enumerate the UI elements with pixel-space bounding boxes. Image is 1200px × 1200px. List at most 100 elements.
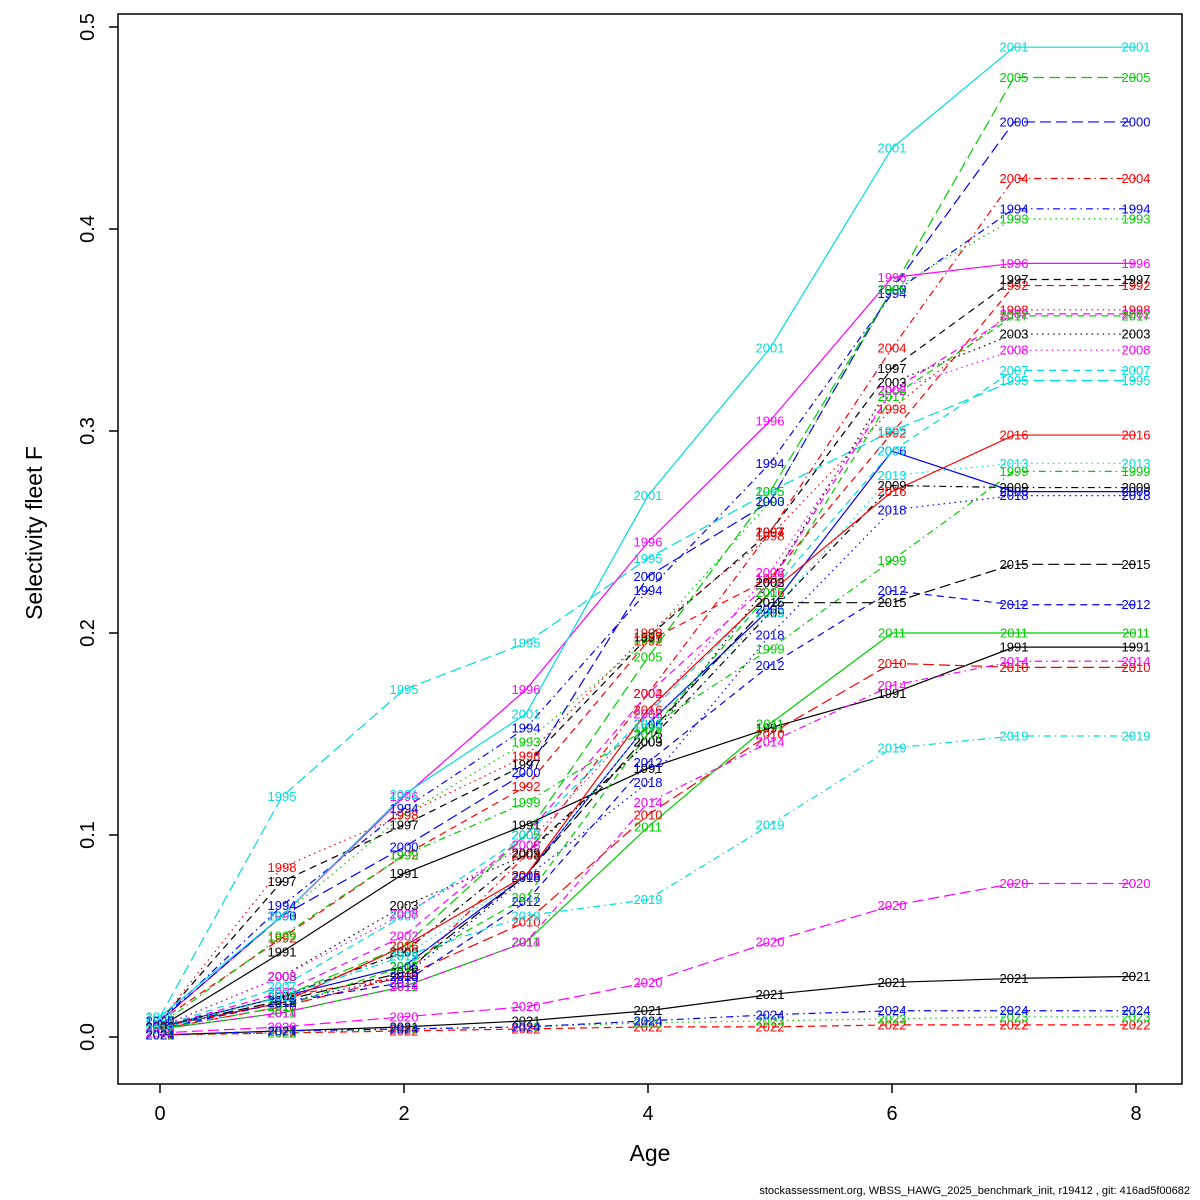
point-label-2022: 2022 [756, 1019, 785, 1034]
point-label-2019: 2019 [1122, 729, 1151, 744]
point-label-2018: 2018 [390, 969, 419, 984]
point-label-2017: 2017 [1122, 308, 1151, 323]
series-line-2002 [159, 313, 1136, 1028]
point-label-1991: 1991 [756, 720, 785, 735]
point-label-2011: 2011 [390, 979, 418, 994]
point-label-2022: 2022 [634, 1019, 663, 1034]
point-label-2011: 2011 [146, 1021, 174, 1036]
point-label-2016: 2016 [756, 585, 785, 600]
point-label-2021: 2021 [878, 975, 907, 990]
point-label-2019: 2019 [146, 1021, 175, 1036]
point-label-2003: 2003 [756, 575, 785, 590]
x-tick-label: 8 [1130, 1103, 1141, 1125]
point-label-2000: 2000 [1000, 114, 1029, 129]
point-label-1997: 1997 [512, 757, 541, 772]
point-label-2001: 2001 [1000, 40, 1029, 55]
point-label-2001: 2001 [634, 488, 663, 503]
point-label-1998: 1998 [756, 529, 785, 544]
point-label-2012: 2012 [1122, 597, 1151, 612]
point-label-2013: 2013 [878, 468, 907, 483]
point-label-2006: 2006 [1122, 484, 1151, 499]
point-label-2008: 2008 [1000, 343, 1029, 358]
point-label-2016: 2016 [268, 995, 297, 1010]
point-label-2010: 2010 [146, 1021, 175, 1036]
series-line-2001 [159, 46, 1136, 1018]
point-label-2003: 2003 [1000, 327, 1029, 342]
series-line-2003 [159, 333, 1136, 1028]
point-label-2001: 2001 [756, 341, 785, 356]
point-label-2013: 2013 [512, 868, 541, 883]
point-label-2008: 2008 [878, 383, 907, 398]
point-label-2004: 2004 [756, 525, 785, 540]
point-label-2017: 2017 [634, 727, 663, 742]
point-label-1992: 1992 [268, 931, 297, 946]
point-label-2003: 2003 [634, 735, 663, 750]
point-label-2011: 2011 [268, 1005, 296, 1020]
point-label-1991: 1991 [512, 817, 541, 832]
point-label-2012: 2012 [756, 658, 785, 673]
point-label-2019: 2019 [878, 741, 907, 756]
point-label-1997: 1997 [1000, 272, 1029, 287]
point-label-2004: 2004 [1122, 171, 1151, 186]
point-label-2002: 2002 [1000, 306, 1029, 321]
point-label-2006: 2006 [634, 716, 663, 731]
point-label-1994: 1994 [1122, 201, 1151, 216]
point-label-2024: 2024 [268, 1023, 297, 1038]
series-line-2024 [159, 1010, 1136, 1036]
point-label-2020: 2020 [512, 999, 541, 1014]
point-label-2022: 2022 [1122, 1017, 1151, 1032]
x-tick-label: 0 [154, 1103, 165, 1125]
point-label-2009: 2009 [756, 605, 785, 620]
point-label-2014: 2014 [1000, 654, 1029, 669]
point-label-2009: 2009 [268, 989, 297, 1004]
point-label-2020: 2020 [390, 1009, 419, 1024]
series-line-2020 [159, 882, 1136, 1034]
point-label-1998: 1998 [1000, 302, 1029, 317]
point-label-2007: 2007 [634, 706, 663, 721]
point-label-2007: 2007 [1000, 363, 1029, 378]
point-label-2011: 2011 [878, 626, 906, 641]
point-label-2004: 2004 [634, 686, 663, 701]
point-label-2003: 2003 [878, 375, 907, 390]
point-label-2018: 2018 [146, 1019, 175, 1034]
point-label-2000: 2000 [756, 494, 785, 509]
point-label-1991: 1991 [1000, 640, 1029, 655]
point-label-2005: 2005 [878, 282, 907, 297]
point-label-1993: 1993 [268, 908, 297, 923]
point-label-1993: 1993 [512, 735, 541, 750]
point-label-1999: 1999 [512, 795, 541, 810]
point-label-2006: 2006 [268, 989, 297, 1004]
series-line-2007 [159, 369, 1136, 1028]
point-label-2019: 2019 [390, 949, 419, 964]
point-label-2017: 2017 [1000, 308, 1029, 323]
point-label-2015: 2015 [878, 595, 907, 610]
point-label-1994: 1994 [756, 456, 785, 471]
point-label-2005: 2005 [756, 484, 785, 499]
point-label-2004: 2004 [146, 1019, 175, 1034]
y-tick-label: 0.3 [77, 417, 99, 445]
point-label-2014: 2014 [268, 1005, 297, 1020]
point-label-2006: 2006 [390, 959, 419, 974]
point-label-2022: 2022 [268, 1025, 297, 1040]
point-label-1992: 1992 [756, 571, 785, 586]
point-label-1998: 1998 [268, 860, 297, 875]
point-label-2017: 2017 [268, 999, 297, 1014]
point-label-1999: 1999 [878, 553, 907, 568]
point-label-2011: 2011 [634, 819, 662, 834]
point-label-1999: 1999 [756, 642, 785, 657]
point-label-1993: 1993 [390, 807, 419, 822]
point-label-2020: 2020 [878, 898, 907, 913]
series-line-2005 [159, 76, 1136, 1028]
x-axis-title: Age [629, 1140, 671, 1166]
point-label-1995: 1995 [634, 551, 663, 566]
y-tick-label: 0.2 [77, 619, 99, 647]
point-label-1991: 1991 [390, 866, 419, 881]
point-label-2015: 2015 [634, 727, 663, 742]
point-label-2002: 2002 [756, 575, 785, 590]
point-label-2017: 2017 [512, 890, 541, 905]
point-label-2008: 2008 [512, 838, 541, 853]
point-label-2012: 2012 [146, 1021, 175, 1036]
point-label-1997: 1997 [268, 874, 297, 889]
point-label-2015: 2015 [146, 1019, 175, 1034]
